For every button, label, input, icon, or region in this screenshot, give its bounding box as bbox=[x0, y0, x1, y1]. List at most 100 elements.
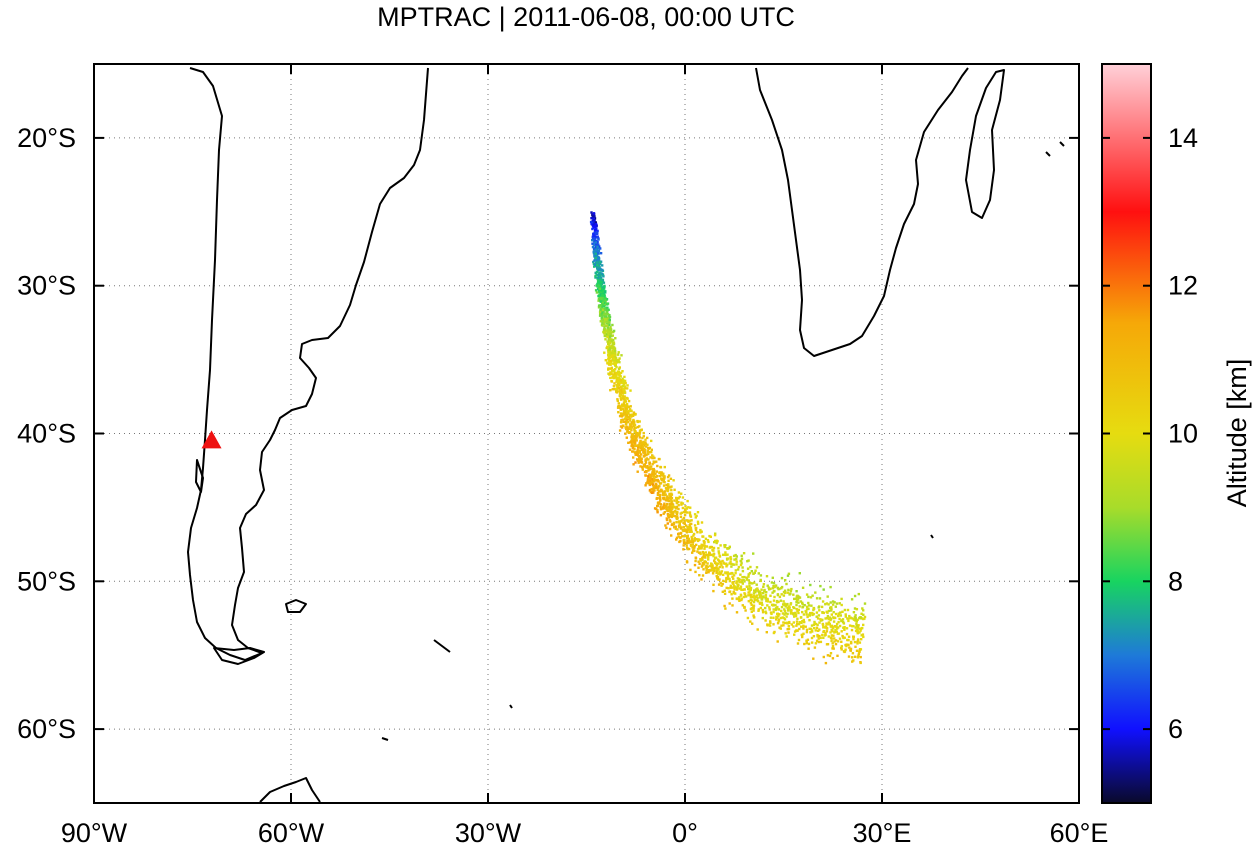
plume-particle bbox=[844, 613, 847, 616]
plume-particle bbox=[596, 250, 599, 253]
plume-particle bbox=[594, 289, 598, 292]
plume-particle bbox=[741, 588, 744, 591]
plume-particle bbox=[696, 520, 700, 523]
plume-particle bbox=[647, 477, 650, 480]
plume-particle bbox=[857, 638, 860, 641]
plume-particle bbox=[656, 511, 659, 514]
plume-particle bbox=[596, 236, 599, 239]
plume-particle bbox=[793, 633, 796, 636]
plume-particle bbox=[735, 560, 738, 563]
plume-particle bbox=[664, 486, 668, 490]
plume-particle bbox=[727, 572, 730, 575]
plume-particle bbox=[646, 436, 649, 440]
plume-particle bbox=[670, 500, 673, 503]
plume-particle bbox=[687, 537, 690, 540]
plume-particle bbox=[833, 601, 836, 604]
plume-particle bbox=[601, 311, 604, 315]
plume-particle bbox=[719, 572, 722, 575]
plume-particle bbox=[616, 353, 620, 356]
plume-particle bbox=[755, 566, 759, 569]
plume-particle bbox=[616, 390, 619, 393]
plume-particle bbox=[831, 657, 835, 660]
plume-particle bbox=[608, 321, 611, 324]
plume-particle bbox=[854, 645, 857, 648]
plume-particle bbox=[679, 515, 683, 518]
plume-particle bbox=[689, 541, 692, 544]
plume-particle bbox=[762, 595, 765, 598]
plume-particle bbox=[599, 320, 602, 323]
plume-particle bbox=[721, 582, 724, 586]
plume-particle bbox=[691, 543, 695, 546]
plume-particle bbox=[592, 213, 595, 216]
plume-particle bbox=[730, 565, 733, 568]
plume-particle bbox=[606, 322, 609, 325]
plume-particle bbox=[686, 528, 689, 531]
plume-particle bbox=[769, 621, 772, 624]
plume-particle bbox=[822, 636, 825, 639]
plume-particle bbox=[782, 600, 785, 603]
plume-particle bbox=[618, 429, 622, 432]
plume-particle bbox=[605, 346, 608, 350]
plume-particle bbox=[630, 415, 633, 418]
plume-particle bbox=[640, 443, 643, 447]
plume-particle bbox=[615, 379, 619, 383]
plume-particle bbox=[686, 530, 689, 533]
plume-particle bbox=[669, 520, 672, 523]
plume-particle bbox=[642, 440, 645, 444]
plume-particle bbox=[594, 274, 597, 278]
plume-particle bbox=[689, 506, 692, 509]
plume-particle bbox=[704, 537, 708, 540]
bouvet-island-coastline bbox=[509, 704, 513, 709]
plume-particle bbox=[715, 574, 718, 578]
plume-particle bbox=[606, 340, 609, 343]
plume-particle bbox=[616, 382, 620, 386]
plume-particle bbox=[608, 360, 611, 363]
plume-particle bbox=[760, 588, 763, 591]
plume-particle bbox=[801, 635, 804, 639]
plume-particle bbox=[602, 292, 605, 295]
plume-particle bbox=[752, 596, 755, 599]
plume-particle bbox=[628, 423, 632, 426]
plume-particle bbox=[594, 221, 597, 224]
plume-particle bbox=[766, 600, 770, 603]
plume-particle bbox=[627, 441, 630, 444]
plume-particle bbox=[669, 502, 672, 505]
plume-particle bbox=[603, 334, 606, 338]
plume-particle bbox=[677, 504, 680, 507]
plume-particle bbox=[659, 493, 662, 497]
plume-particle bbox=[705, 571, 708, 574]
plume-particle bbox=[599, 304, 602, 307]
plume-particle bbox=[605, 324, 608, 327]
colorbar-tick-label: 12 bbox=[1168, 271, 1198, 301]
plume-particle bbox=[827, 635, 830, 638]
plume-particle bbox=[628, 409, 631, 413]
plume-particle bbox=[689, 528, 693, 532]
plume-particle bbox=[813, 626, 816, 630]
plume-particle bbox=[701, 558, 704, 561]
plume-particle bbox=[622, 391, 625, 394]
plume-particle bbox=[678, 540, 681, 544]
y-axis-ticks: 20°S 30°S 40°S 50°S 60°S bbox=[17, 123, 1079, 744]
plume-particle bbox=[819, 636, 822, 640]
plume-particle bbox=[692, 534, 695, 537]
plume-particle bbox=[667, 486, 670, 490]
plume-particle bbox=[846, 638, 849, 642]
plume-particle bbox=[675, 501, 679, 505]
plume-particle bbox=[852, 635, 855, 638]
plume-particle bbox=[723, 592, 727, 595]
plume-particle bbox=[694, 528, 698, 532]
plume-particle bbox=[794, 613, 798, 616]
plume-particle bbox=[785, 621, 789, 624]
plume-particle bbox=[614, 356, 617, 359]
plume-particle bbox=[798, 596, 802, 599]
plume-particle bbox=[777, 600, 780, 604]
plume-particle bbox=[594, 252, 597, 256]
plume-particle bbox=[665, 526, 668, 530]
plume-particle bbox=[688, 525, 691, 528]
plume-particle bbox=[753, 594, 756, 598]
plume-particle bbox=[856, 626, 860, 629]
plume-particle bbox=[812, 635, 816, 638]
plume-particle bbox=[598, 310, 602, 314]
prince-edward-island-coastline bbox=[930, 534, 934, 539]
plume-particle bbox=[681, 496, 685, 499]
